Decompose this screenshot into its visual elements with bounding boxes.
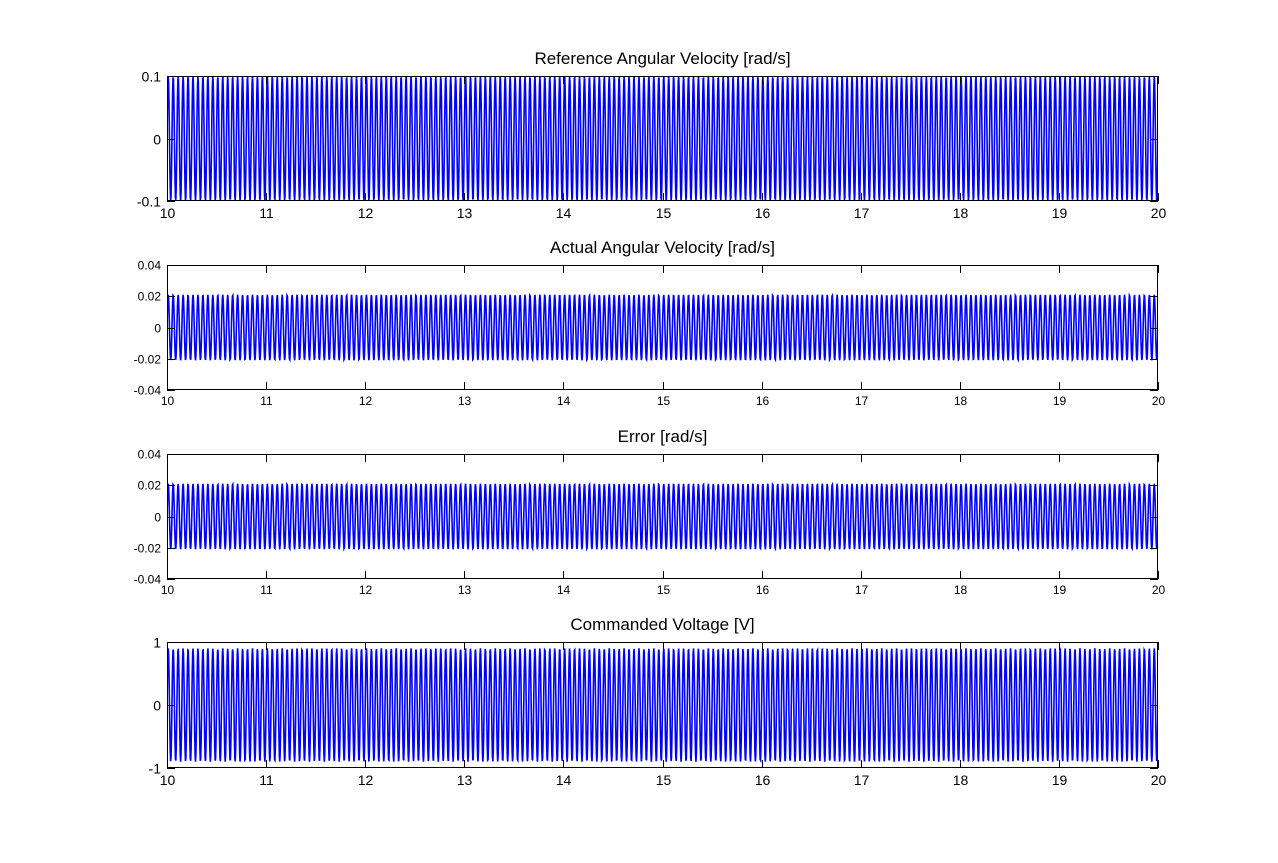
x-tick-label: 19 [1053,394,1067,408]
x-tick-label: 18 [954,394,968,408]
axes-frame [167,265,1158,390]
subplot-title: Actual Angular Velocity [rad/s] [550,238,775,257]
x-tick-label: 15 [656,205,672,221]
y-tick-label: 0 [153,697,161,713]
x-tick-label: 11 [259,772,274,788]
axes-frame [167,454,1158,579]
x-tick-label: 19 [1052,772,1068,788]
subplot-title: Reference Angular Velocity [rad/s] [534,49,790,68]
y-tick-label: -0.1 [137,193,161,209]
y-tick-label: 0.04 [138,448,162,462]
x-tick-label: 14 [556,772,572,788]
y-tick-label: 1 [153,634,161,650]
series-line [167,481,1158,552]
x-tick-label: 16 [756,583,770,597]
x-tick-label: 10 [161,394,175,408]
x-tick-label: 20 [1151,205,1167,221]
series-line [167,646,1158,764]
x-tick-label: 17 [854,772,870,788]
y-tick-label: 0.02 [138,290,162,304]
y-tick-label: -0.02 [134,542,162,556]
x-tick-label: 19 [1052,205,1068,221]
subplot-title: Commanded Voltage [V] [570,615,754,634]
y-tick-label: 0 [153,131,161,147]
x-tick-label: 17 [854,205,870,221]
subplot-3: 10 11 12 13 14 15 16 17 18 19 20 -0.04 -0.02 0 0.02 0.0… [134,427,1166,597]
x-tick-label: 13 [457,772,473,788]
y-tick-label: -0.04 [134,573,162,587]
x-tick-label: 13 [458,394,472,408]
series-line [167,76,1158,201]
x-tick-label: 16 [756,394,770,408]
y-tick-label: 0.1 [142,68,162,84]
axes-frame [167,76,1158,201]
x-tick-label: 12 [358,772,374,788]
x-tick-label: 15 [657,583,671,597]
x-tick-label: 10 [160,772,176,788]
x-tick-label: 18 [954,583,968,597]
x-tick-label: 20 [1152,583,1166,597]
y-tick-label: 0 [154,511,161,525]
x-tick-label: 10 [161,583,175,597]
x-tick-label: 20 [1152,394,1166,408]
x-tick-label: 14 [556,205,572,221]
x-tick-label: 13 [458,583,472,597]
y-tick-label: 0 [154,322,161,336]
subplot-1: 10 11 12 13 14 15 16 17 18 19 20 -0.1 0 0.1 Reference … [137,49,1167,221]
y-tick-label: 0.02 [138,479,162,493]
x-tick-label: 17 [855,394,869,408]
x-tick-label: 19 [1053,583,1067,597]
subplot-2: 10 11 12 13 14 15 16 17 18 19 20 -0.04 -0.02 0 0.02 0.0… [134,238,1166,408]
x-tick-label: 15 [657,394,671,408]
x-tick-label: 11 [260,583,273,597]
x-tick-label: 16 [755,772,771,788]
y-tick-label: -0.02 [134,353,162,367]
x-tick-label: 12 [359,583,373,597]
subplot-title: Error [rad/s] [618,427,708,446]
x-tick-label: 11 [260,394,273,408]
x-tick-label: 17 [855,583,869,597]
x-tick-label: 13 [457,205,473,221]
x-tick-label: 20 [1151,772,1167,788]
x-tick-label: 18 [953,772,969,788]
x-tick-label: 12 [358,205,374,221]
x-tick-label: 14 [557,394,571,408]
x-tick-label: 14 [557,583,571,597]
x-tick-label: 12 [359,394,373,408]
x-tick-label: 11 [259,205,274,221]
series-line [167,292,1158,363]
x-tick-label: 18 [953,205,969,221]
x-tick-label: 10 [160,205,176,221]
x-tick-label: 16 [755,205,771,221]
x-tick-label: 15 [656,772,672,788]
y-tick-label: 0.04 [138,259,162,273]
y-tick-label: -0.04 [134,384,162,398]
y-tick-label: -1 [149,760,162,776]
subplot-4: 10 11 12 13 14 15 16 17 18 19 20 -1 0 1 Commanded Volt… [149,615,1167,788]
